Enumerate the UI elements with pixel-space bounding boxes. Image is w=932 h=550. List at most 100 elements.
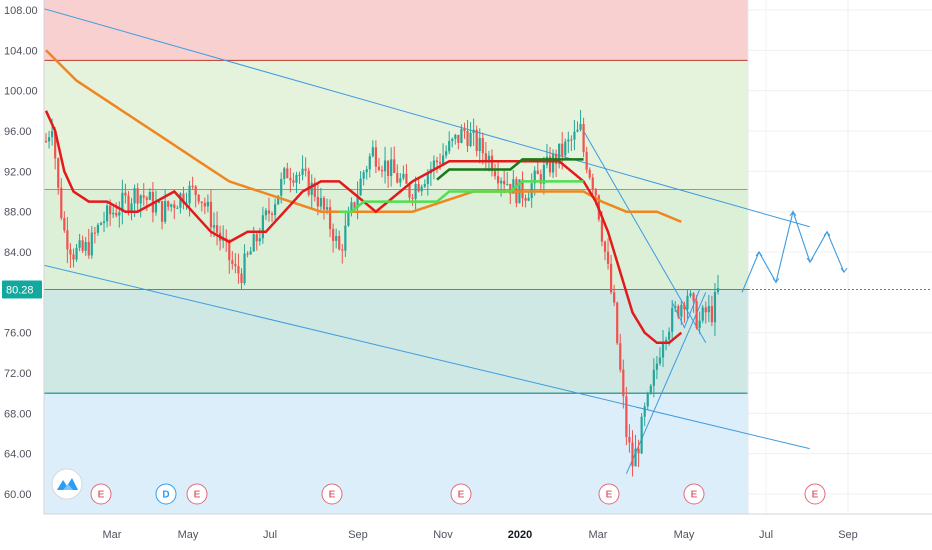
candle — [658, 357, 662, 364]
candle — [255, 234, 258, 242]
candle — [484, 153, 487, 163]
candle — [99, 222, 103, 225]
tradingview-logo-icon[interactable] — [51, 468, 83, 500]
candle — [160, 201, 164, 222]
candle — [536, 170, 539, 175]
candle — [87, 242, 90, 256]
last-price-tag[interactable] — [2, 280, 42, 299]
candle — [380, 169, 384, 172]
event-circle — [683, 483, 705, 505]
candle — [280, 178, 283, 196]
candle — [301, 168, 304, 175]
event-marker-d[interactable]: D — [155, 483, 177, 505]
x-tick-label: May — [178, 529, 199, 541]
event-marker-e[interactable]: E — [683, 483, 705, 505]
candle — [668, 331, 671, 340]
candle — [118, 212, 121, 216]
candle — [350, 202, 353, 213]
candle — [203, 202, 206, 207]
event-marker-e[interactable]: E — [598, 483, 620, 505]
candle — [463, 128, 466, 132]
candle — [102, 221, 106, 223]
candle — [359, 178, 362, 196]
event-marker-e[interactable]: E — [804, 483, 826, 505]
candle — [496, 176, 500, 184]
event-label: E — [691, 490, 698, 501]
moving-average-layer — [44, 49, 683, 345]
candle — [561, 143, 564, 156]
candle — [264, 210, 268, 216]
y-tick-label: 108.00 — [4, 5, 38, 17]
x-axis[interactable]: Mar May Jul Sep Nov 2020 Mar May Jul Sep — [44, 513, 932, 541]
candle — [435, 160, 439, 163]
candle — [341, 249, 344, 251]
candle — [292, 180, 295, 183]
trendline-1[interactable] — [31, 5, 810, 228]
candle — [377, 166, 381, 170]
candle — [692, 293, 695, 302]
candle — [182, 193, 185, 204]
candle — [289, 178, 292, 181]
trendline-2[interactable] — [31, 262, 810, 450]
candle — [570, 139, 573, 141]
candle — [573, 131, 576, 140]
candle — [713, 292, 717, 323]
moving-average-orange — [45, 49, 682, 223]
candle — [643, 406, 646, 417]
candle — [157, 201, 161, 203]
event-circle — [598, 483, 620, 505]
candle — [191, 185, 194, 187]
candle — [267, 210, 271, 214]
candle — [231, 260, 234, 265]
event-marker-e[interactable]: E — [321, 483, 343, 505]
moving-average-red — [44, 110, 683, 345]
event-label: E — [606, 490, 613, 501]
candle — [414, 183, 417, 199]
candle — [206, 201, 209, 207]
candle — [661, 341, 665, 358]
x-tick-label: Mar — [589, 529, 608, 541]
candle — [283, 168, 286, 179]
candle — [445, 151, 448, 156]
candle — [261, 215, 264, 239]
event-label: E — [458, 490, 465, 501]
candle — [500, 180, 503, 184]
projection-arrow-small[interactable] — [671, 289, 701, 329]
projection-layer[interactable] — [671, 209, 848, 329]
event-label: E — [194, 490, 201, 501]
candle — [454, 134, 457, 139]
candle — [420, 186, 423, 192]
candle — [539, 174, 542, 184]
candle — [142, 195, 145, 198]
candle — [298, 174, 301, 176]
candle — [51, 131, 54, 138]
candle — [619, 343, 622, 370]
candle — [582, 124, 585, 152]
trendline-layer[interactable] — [31, 5, 810, 475]
candle — [270, 213, 274, 215]
candle — [503, 180, 506, 185]
candle — [54, 131, 57, 159]
candle — [63, 218, 66, 231]
candle — [671, 307, 674, 332]
event-marker-e[interactable]: E — [450, 483, 472, 505]
candle — [707, 306, 710, 313]
candle — [438, 162, 442, 164]
candle — [423, 184, 426, 187]
candle — [579, 124, 582, 130]
y-axis[interactable]: 108.00 104.00 100.00 96.00 92.00 88.00 84.00 76… — [2, 0, 45, 514]
x-tick-label: Jul — [263, 529, 277, 541]
projection-arrowhead — [772, 277, 780, 284]
trendline-4[interactable] — [625, 292, 707, 475]
event-marker-e[interactable]: E — [186, 483, 208, 505]
candle — [567, 139, 570, 142]
candle — [194, 186, 197, 195]
y-tick-label: 84.00 — [4, 247, 32, 259]
candle — [112, 212, 115, 215]
candle — [704, 307, 707, 313]
event-marker-e[interactable]: E — [90, 483, 112, 505]
projection-arrowhead — [840, 267, 848, 274]
candle — [622, 369, 625, 397]
